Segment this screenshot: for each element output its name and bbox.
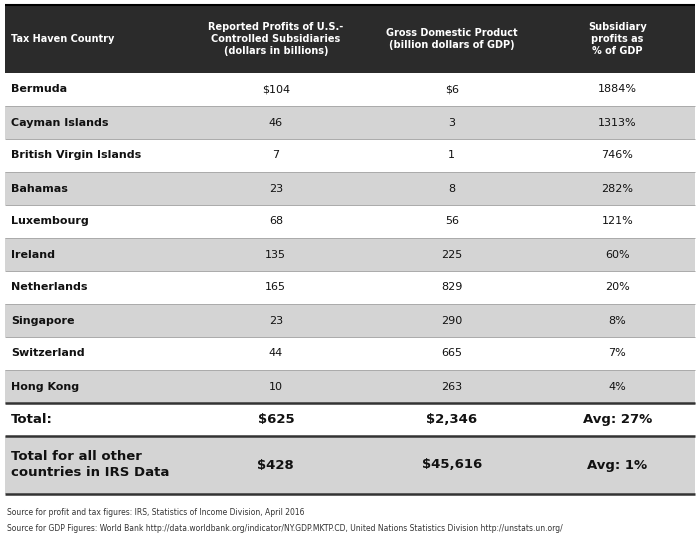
- Text: 20%: 20%: [605, 282, 630, 293]
- Bar: [5, 5, 695, 73]
- Text: 10: 10: [269, 382, 283, 392]
- Bar: [5, 106, 695, 139]
- Bar: [5, 271, 695, 304]
- Bar: [5, 172, 695, 205]
- Bar: [5, 205, 695, 238]
- Text: Reported Profits of U.S.-
Controlled Subsidiaries
(dollars in billions): Reported Profits of U.S.- Controlled Sub…: [208, 22, 344, 56]
- Text: 7: 7: [272, 150, 279, 160]
- Bar: [5, 238, 695, 271]
- Text: Subsidiary
profits as
% of GDP: Subsidiary profits as % of GDP: [588, 22, 647, 56]
- Text: 665: 665: [441, 349, 462, 359]
- Text: Bahamas: Bahamas: [11, 183, 68, 193]
- Text: 165: 165: [265, 282, 286, 293]
- Text: Hong Kong: Hong Kong: [11, 382, 79, 392]
- Text: Source for GDP Figures: World Bank http://data.worldbank.org/indicator/NY.GDP.MK: Source for GDP Figures: World Bank http:…: [7, 524, 563, 533]
- Text: Netherlands: Netherlands: [11, 282, 88, 293]
- Text: Gross Domestic Product
(billion dollars of GDP): Gross Domestic Product (billion dollars …: [386, 28, 517, 50]
- Text: $428: $428: [258, 458, 294, 472]
- Text: 60%: 60%: [605, 249, 630, 260]
- Text: Total for all other
countries in IRS Data: Total for all other countries in IRS Dat…: [11, 450, 169, 480]
- Text: Avg: 27%: Avg: 27%: [583, 413, 652, 426]
- Text: 68: 68: [269, 216, 283, 227]
- Text: 1: 1: [448, 150, 455, 160]
- Text: 56: 56: [444, 216, 458, 227]
- Text: 225: 225: [441, 249, 463, 260]
- Text: Tax Haven Country: Tax Haven Country: [11, 34, 114, 44]
- Bar: [5, 436, 695, 494]
- Bar: [5, 139, 695, 172]
- Text: $104: $104: [262, 85, 290, 94]
- Text: 44: 44: [269, 349, 283, 359]
- Bar: [5, 304, 695, 337]
- Text: Singapore: Singapore: [11, 316, 74, 326]
- Text: 290: 290: [441, 316, 463, 326]
- Text: Avg: 1%: Avg: 1%: [587, 458, 648, 472]
- Text: 1313%: 1313%: [598, 117, 637, 127]
- Bar: [5, 403, 695, 436]
- Text: 829: 829: [441, 282, 463, 293]
- Text: 46: 46: [269, 117, 283, 127]
- Bar: [5, 73, 695, 106]
- Text: 23: 23: [269, 316, 283, 326]
- Text: 4%: 4%: [608, 382, 626, 392]
- Text: Source for profit and tax figures: IRS, Statistics of Income Division, April 201: Source for profit and tax figures: IRS, …: [7, 508, 304, 517]
- Text: Cayman Islands: Cayman Islands: [11, 117, 109, 127]
- Text: 1884%: 1884%: [598, 85, 637, 94]
- Text: Ireland: Ireland: [11, 249, 55, 260]
- Text: $625: $625: [258, 413, 294, 426]
- Text: $6: $6: [444, 85, 458, 94]
- Text: $2,346: $2,346: [426, 413, 477, 426]
- Text: British Virgin Islands: British Virgin Islands: [11, 150, 141, 160]
- Text: Switzerland: Switzerland: [11, 349, 85, 359]
- Text: 135: 135: [265, 249, 286, 260]
- Text: 3: 3: [448, 117, 455, 127]
- Text: Luxembourg: Luxembourg: [11, 216, 89, 227]
- Text: 263: 263: [441, 382, 462, 392]
- Text: 746%: 746%: [601, 150, 634, 160]
- Text: 121%: 121%: [601, 216, 634, 227]
- Bar: [5, 337, 695, 370]
- Text: $45,616: $45,616: [421, 458, 482, 472]
- Bar: [5, 370, 695, 403]
- Text: 23: 23: [269, 183, 283, 193]
- Text: Bermuda: Bermuda: [11, 85, 67, 94]
- Text: 282%: 282%: [601, 183, 634, 193]
- Text: 7%: 7%: [608, 349, 626, 359]
- Text: 8: 8: [448, 183, 455, 193]
- Text: Total:: Total:: [11, 413, 53, 426]
- Text: 8%: 8%: [608, 316, 626, 326]
